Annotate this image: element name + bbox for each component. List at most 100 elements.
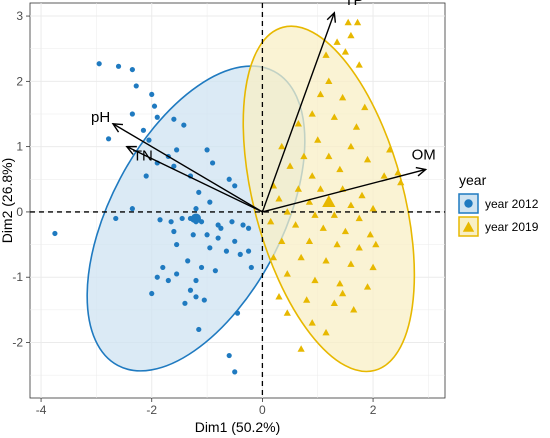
point-2019 bbox=[353, 18, 362, 26]
point-2012 bbox=[248, 264, 254, 271]
point-2019 bbox=[308, 319, 316, 326]
point-2019 bbox=[339, 93, 347, 101]
legend-label-2019: year 2019 bbox=[485, 220, 539, 234]
point-2012 bbox=[165, 277, 171, 284]
point-2012 bbox=[212, 268, 218, 274]
point-2019 bbox=[341, 227, 350, 235]
mean-point-2019 bbox=[322, 195, 336, 208]
point-2012 bbox=[133, 83, 139, 89]
point-2019 bbox=[369, 263, 377, 271]
point-2012 bbox=[115, 63, 122, 69]
point-2019 bbox=[341, 48, 350, 55]
point-2019 bbox=[319, 224, 327, 231]
x-tick-label: 0 bbox=[259, 403, 266, 417]
point-2019 bbox=[355, 214, 363, 222]
point-2019 bbox=[275, 293, 283, 300]
point-2012 bbox=[171, 163, 177, 169]
point-2012 bbox=[196, 326, 202, 333]
point-2019 bbox=[275, 195, 283, 202]
point-2019 bbox=[305, 237, 314, 244]
point-2012 bbox=[237, 251, 243, 257]
point-2019 bbox=[305, 198, 314, 205]
point-2012 bbox=[143, 173, 149, 179]
point-2012 bbox=[160, 264, 166, 271]
legend-label-2012: year 2012 bbox=[485, 197, 539, 211]
point-2019 bbox=[352, 123, 361, 130]
point-2019 bbox=[361, 103, 369, 111]
point-2012 bbox=[198, 264, 205, 271]
point-2019 bbox=[267, 217, 275, 225]
x-axis-ticks: -4 -2 0 2 bbox=[36, 398, 377, 417]
point-2012 bbox=[193, 277, 199, 284]
point-2019 bbox=[325, 77, 333, 85]
point-2012 bbox=[215, 235, 221, 241]
point-2019 bbox=[311, 211, 319, 218]
point-2019 bbox=[347, 201, 355, 209]
point-2012 bbox=[149, 91, 155, 98]
point-2012 bbox=[154, 114, 160, 120]
point-2019 bbox=[350, 306, 358, 313]
point-2012 bbox=[232, 238, 238, 244]
point-2012 bbox=[193, 206, 199, 212]
point-2019 bbox=[330, 299, 338, 306]
point-2012 bbox=[174, 271, 180, 277]
point-2019 bbox=[330, 113, 338, 120]
point-2012 bbox=[129, 111, 135, 117]
variable-arrows: TP OM pH TN bbox=[91, 0, 436, 213]
point-2019 bbox=[386, 146, 394, 153]
point-2012 bbox=[204, 147, 210, 153]
point-2019 bbox=[363, 155, 372, 163]
point-2019 bbox=[286, 162, 294, 169]
point-2012 bbox=[174, 147, 180, 153]
point-2019 bbox=[333, 240, 341, 248]
point-2019 bbox=[316, 90, 325, 98]
mean-point-2012 bbox=[191, 213, 201, 224]
point-2012 bbox=[151, 103, 158, 109]
y-tick-label: 0 bbox=[16, 205, 23, 219]
point-2019 bbox=[330, 211, 338, 218]
point-2019 bbox=[316, 185, 325, 192]
y-tick-label: 3 bbox=[16, 9, 23, 23]
point-2012 bbox=[129, 206, 135, 212]
y-tick-label: 1 bbox=[16, 140, 23, 154]
arrow-tn-shaft bbox=[126, 146, 263, 213]
arrow-label-tp: TP bbox=[344, 0, 363, 9]
point-2012 bbox=[232, 183, 238, 189]
point-2019 bbox=[294, 185, 302, 192]
y-tick-label: -2 bbox=[12, 336, 23, 350]
legend: year year 2012 year 2019 bbox=[458, 172, 539, 237]
point-2012 bbox=[226, 176, 232, 182]
point-2019 bbox=[308, 172, 316, 179]
point-2012 bbox=[149, 290, 155, 297]
point-2019 bbox=[283, 309, 291, 316]
arrow-tp-shaft bbox=[261, 12, 335, 213]
point-2012 bbox=[171, 228, 177, 235]
arrow-om-head bbox=[415, 166, 428, 177]
point-2012 bbox=[181, 122, 187, 128]
point-2019 bbox=[322, 328, 330, 336]
arrow-om-shaft bbox=[262, 168, 426, 213]
point-2019 bbox=[355, 244, 363, 251]
arrow-ph-head bbox=[111, 122, 124, 133]
point-2012 bbox=[234, 310, 241, 316]
point-2019 bbox=[308, 110, 316, 117]
point-2012 bbox=[190, 232, 196, 238]
point-2012 bbox=[105, 136, 112, 142]
point-2019 bbox=[366, 230, 374, 238]
point-2012 bbox=[201, 297, 207, 303]
point-2019 bbox=[325, 152, 333, 160]
point-2019 bbox=[278, 237, 286, 244]
point-2019 bbox=[297, 345, 305, 352]
point-2012 bbox=[207, 245, 213, 251]
x-tick-label: 2 bbox=[370, 403, 377, 417]
point-2019 bbox=[269, 253, 278, 261]
point-2012 bbox=[223, 248, 230, 254]
point-2012 bbox=[140, 127, 147, 133]
point-2012 bbox=[146, 137, 152, 143]
point-2019 bbox=[372, 240, 380, 248]
point-2012 bbox=[171, 116, 177, 122]
point-2012 bbox=[174, 241, 180, 248]
point-2012 bbox=[210, 160, 216, 166]
point-2012 bbox=[52, 230, 58, 237]
arrow-label-tn: TN bbox=[133, 148, 153, 165]
